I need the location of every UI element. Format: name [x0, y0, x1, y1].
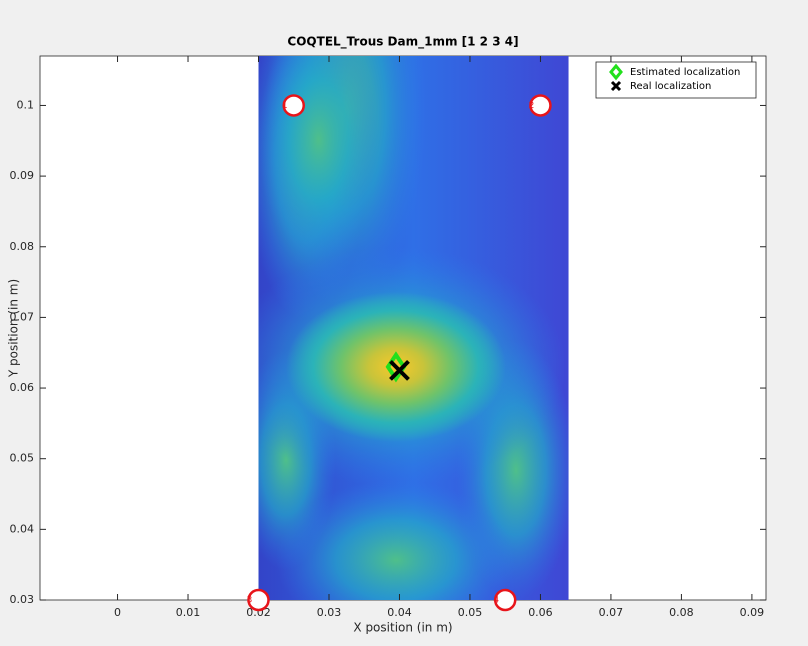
- x-axis-label: X position (in m): [353, 621, 452, 635]
- sensor-label: 2: [529, 101, 535, 111]
- y-tick-label: 0.09: [10, 169, 35, 182]
- legend-label: Estimated localization: [630, 67, 740, 78]
- y-tick-label: 0.07: [10, 310, 35, 323]
- x-tick-label: 0: [114, 606, 121, 619]
- sensor-label: 1: [282, 101, 288, 111]
- chart-title: COQTEL_Trous Dam_1mm [1 2 3 4]: [287, 35, 518, 50]
- heatmap-shade: [258, 56, 379, 260]
- real-marker: [389, 359, 410, 381]
- x-tick-label: 0.03: [317, 606, 342, 619]
- x-tick-label: 0.01: [176, 606, 201, 619]
- markers: 1 2 3 4: [247, 94, 552, 612]
- y-tick-label: 0.08: [10, 240, 35, 253]
- heatmap-shade: [275, 480, 516, 600]
- legend: Estimated localization Real localization: [595, 61, 757, 99]
- heatmap: [258, 56, 569, 600]
- x-tick-label: 0.05: [458, 606, 483, 619]
- x-tick-label: 0.04: [387, 606, 412, 619]
- x-tick-label: 0.06: [528, 606, 553, 619]
- sensor: [282, 94, 305, 117]
- legend-marker: [610, 80, 622, 92]
- legend-label: Real localization: [630, 81, 711, 92]
- y-tick-label: 0.04: [10, 522, 35, 535]
- y-tick-label: 0.06: [10, 381, 35, 394]
- x-tick-label: 0.08: [669, 606, 694, 619]
- sensor: [493, 588, 517, 612]
- x-tick-label: 0.07: [599, 606, 624, 619]
- sensor: [247, 588, 270, 612]
- legend-box: [595, 61, 757, 99]
- sensor-label: 4: [493, 596, 499, 606]
- y-tick-label: 0.03: [10, 593, 35, 606]
- axes: 0 0.01 0.02 0.03 0.04 0.05 0.06 0.07 0.08 0.090.0…: [10, 56, 766, 619]
- y-tick-label: 0.05: [10, 452, 35, 465]
- y-tick-label: 0.1: [17, 98, 35, 111]
- legend-marker: [609, 63, 623, 81]
- sensor-label: 3: [247, 596, 253, 606]
- sensor: [529, 94, 552, 117]
- x-tick-label: 0.09: [740, 606, 765, 619]
- y-axis-label: Y position (in m): [7, 279, 21, 378]
